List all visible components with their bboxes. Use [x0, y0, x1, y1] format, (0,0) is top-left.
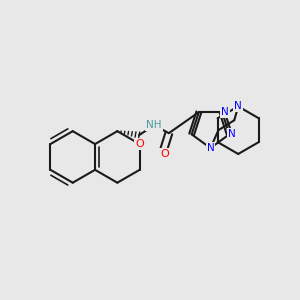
- Text: N: N: [207, 143, 214, 153]
- Text: O: O: [160, 149, 169, 159]
- Text: N: N: [234, 101, 242, 111]
- Text: N: N: [228, 129, 236, 139]
- Text: NH: NH: [146, 120, 162, 130]
- Text: N: N: [221, 107, 229, 117]
- Text: O: O: [135, 139, 144, 149]
